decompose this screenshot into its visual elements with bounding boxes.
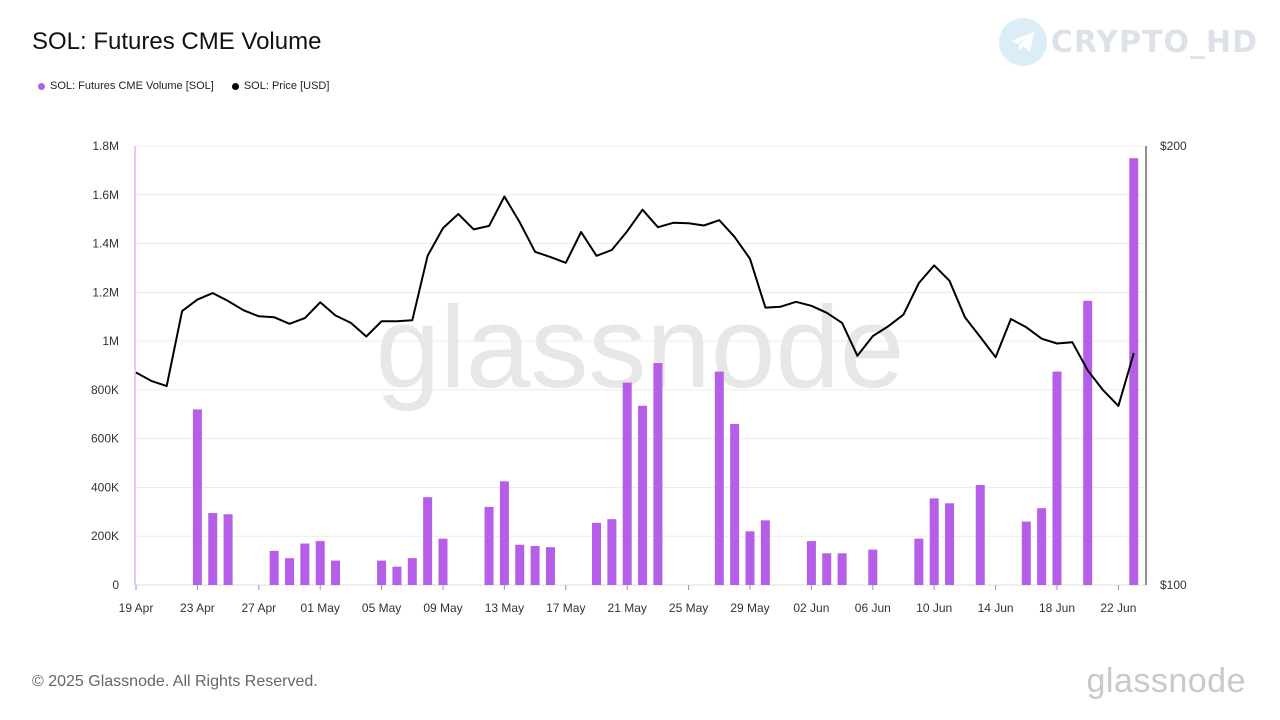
- volume-bar[interactable]: [714, 371, 724, 585]
- copyright-text: © 2025 Glassnode. All Rights Reserved.: [32, 673, 318, 690]
- price-line[interactable]: [135, 195, 1135, 407]
- left-axis: 0 200K 400K 600K 800K 1M 1.2M 1.4M 1.6M 1.8M: [91, 139, 136, 592]
- volume-bar[interactable]: [392, 566, 402, 585]
- volume-bar[interactable]: [515, 544, 525, 585]
- legend-item-volume[interactable]: SOL: Futures CME Volume [SOL]: [38, 80, 214, 92]
- x-tick-label: 21 May: [608, 601, 647, 615]
- volume-bar[interactable]: [945, 503, 955, 585]
- volume-bar[interactable]: [192, 409, 202, 585]
- volume-bar[interactable]: [530, 545, 540, 585]
- y-left-tick-label: 1.4M: [92, 237, 119, 251]
- volume-bar[interactable]: [868, 549, 878, 585]
- volume-bar[interactable]: [407, 558, 417, 585]
- x-tick-label: 14 Jun: [978, 601, 1014, 615]
- volume-bar[interactable]: [607, 519, 617, 585]
- volume-bar[interactable]: [929, 498, 939, 585]
- y-left-tick-label: 1M: [102, 334, 119, 348]
- volume-bar[interactable]: [730, 424, 740, 585]
- x-tick-label: 27 Apr: [241, 601, 276, 615]
- volume-bar[interactable]: [208, 513, 218, 585]
- y-left-tick-label: 1.2M: [92, 285, 119, 299]
- volume-bar[interactable]: [438, 538, 448, 585]
- volume-bar[interactable]: [300, 543, 310, 585]
- volume-bar[interactable]: [545, 547, 555, 585]
- y-right-tick-label: $100: [1160, 578, 1187, 592]
- x-tick-label: 09 May: [423, 601, 462, 615]
- x-tick-label: 02 Jun: [793, 601, 829, 615]
- volume-bar[interactable]: [760, 520, 770, 585]
- volume-bar[interactable]: [622, 382, 632, 585]
- volume-bar[interactable]: [1021, 521, 1031, 585]
- x-tick-label: 05 May: [362, 601, 401, 615]
- volume-bar[interactable]: [377, 560, 387, 585]
- x-tick-label: 22 Jun: [1100, 601, 1136, 615]
- volume-bar[interactable]: [1037, 508, 1047, 585]
- volume-bar[interactable]: [806, 541, 816, 585]
- volume-bar[interactable]: [499, 481, 509, 585]
- volume-bar[interactable]: [1129, 158, 1139, 585]
- telegram-icon: [998, 18, 1047, 66]
- volume-bar[interactable]: [822, 553, 832, 585]
- footer-logo: glassnode: [1086, 662, 1246, 700]
- volume-bar[interactable]: [223, 514, 233, 585]
- volume-bar[interactable]: [1052, 371, 1062, 585]
- legend-label-price: SOL: Price [USD]: [243, 80, 330, 92]
- x-tick-label: 19 Apr: [119, 601, 154, 615]
- volume-bar[interactable]: [745, 531, 755, 585]
- volume-bar[interactable]: [285, 558, 294, 585]
- y-left-tick-label: 800K: [91, 383, 119, 397]
- volume-legend-dot: [38, 82, 45, 90]
- volume-bar[interactable]: [638, 405, 648, 585]
- x-tick-label: 25 May: [669, 601, 708, 615]
- volume-bar[interactable]: [653, 363, 663, 585]
- volume-bar[interactable]: [315, 541, 325, 585]
- y-left-tick-label: 1.8M: [92, 139, 119, 153]
- volume-bar[interactable]: [975, 485, 985, 585]
- volume-bar[interactable]: [592, 522, 601, 585]
- x-tick-label: 17 May: [546, 601, 585, 615]
- y-left-tick-label: 1.6M: [92, 188, 119, 202]
- y-left-tick-label: 600K: [91, 432, 119, 446]
- volume-bar[interactable]: [484, 506, 494, 585]
- x-tick-label: 18 Jun: [1039, 601, 1075, 615]
- volume-bar[interactable]: [1083, 300, 1093, 585]
- x-tick-label: 29 May: [730, 601, 769, 615]
- y-left-tick-label: 0: [112, 578, 119, 592]
- price-legend-dot: [231, 82, 239, 90]
- x-tick-label: 10 Jun: [916, 601, 952, 615]
- chart-legend: SOL: Futures CME Volume [SOL] SOL: Price…: [38, 80, 329, 92]
- watermark-text: glassnode: [376, 282, 905, 412]
- brand-logo: CRYPTO_HD: [998, 18, 1258, 66]
- volume-bar[interactable]: [331, 560, 341, 585]
- y-left-tick-label: 400K: [91, 480, 119, 494]
- legend-item-price[interactable]: SOL: Price [USD]: [231, 80, 330, 92]
- brand-name: CRYPTO_HD: [1050, 24, 1258, 60]
- volume-bar[interactable]: [423, 497, 433, 585]
- volume-bars: [192, 158, 1139, 585]
- y-left-tick-label: 200K: [91, 529, 119, 543]
- x-axis: 19 Apr 23 Apr 27 Apr 01 May 05 May 09 May 13 M…: [119, 585, 1136, 615]
- legend-label-volume: SOL: Futures CME Volume [SOL]: [50, 80, 214, 92]
- volume-bar[interactable]: [269, 550, 279, 585]
- x-tick-label: 06 Jun: [855, 601, 891, 615]
- x-tick-label: 01 May: [301, 601, 340, 615]
- volume-bar[interactable]: [837, 553, 847, 585]
- volume-bar[interactable]: [914, 538, 924, 585]
- x-tick-label: 13 May: [485, 601, 524, 615]
- chart-title: SOL: Futures CME Volume: [32, 28, 322, 55]
- x-tick-label: 23 Apr: [180, 601, 215, 615]
- right-axis: $100 $200: [1145, 139, 1187, 592]
- y-right-tick-label: $200: [1160, 139, 1187, 153]
